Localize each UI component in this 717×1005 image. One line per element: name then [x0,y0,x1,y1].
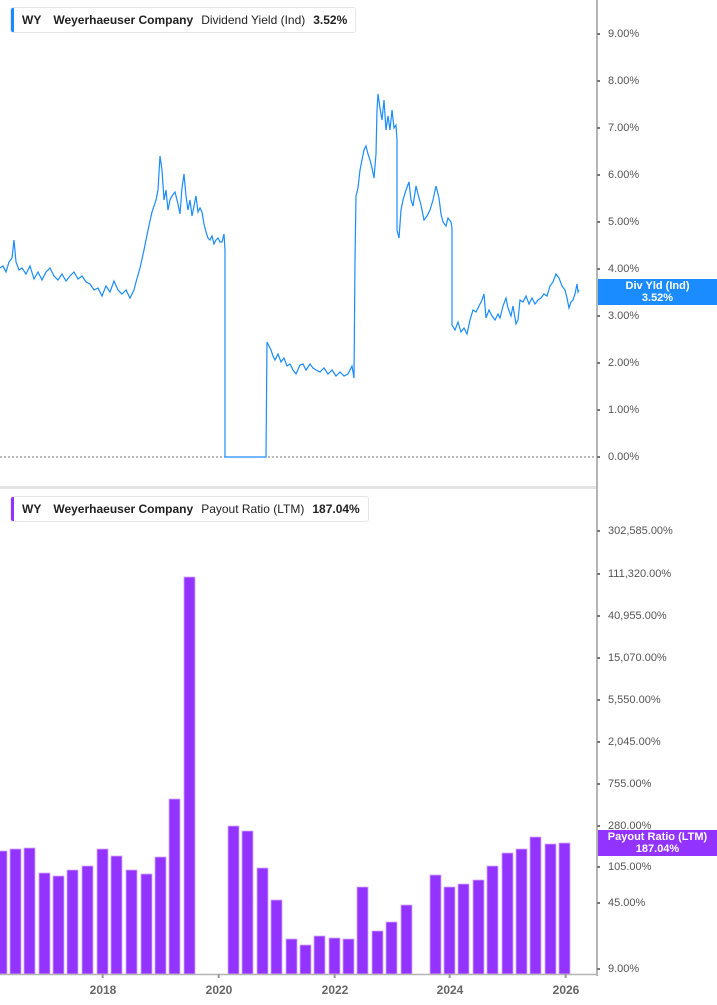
dividend-yield-value-flag: Div Yld (Ind) 3.52% [598,279,717,305]
y-tick: 105.00% [596,861,651,873]
y-tick: 8.00% [596,75,639,87]
company-label: Weyerhaeuser Company [53,502,194,516]
dividend-y-axis [596,0,598,488]
y-tick: 3.00% [596,310,639,322]
y-tick: 0.00% [596,451,639,463]
y-tick: 6.00% [596,169,639,181]
flag-value: 3.52% [641,292,674,304]
payout-ratio-bars [0,576,571,975]
y-tick: 5.00% [596,216,639,228]
y-tick: 45.00% [596,897,645,909]
flag-label: Payout Ratio (LTM) [607,831,708,843]
payout-ratio-value-flag: Payout Ratio (LTM) 187.04% [598,830,717,856]
dividend-yield-legend[interactable]: WY Weyerhaeuser Company Dividend Yield (… [10,7,357,33]
y-tick: 1.00% [596,404,639,416]
metric-label: Dividend Yield (Ind) [201,13,306,27]
panel-divider[interactable] [0,486,596,489]
ticker-label: WY [22,502,42,516]
y-tick: 5,550.00% [597,694,661,706]
ticker-label: WY [22,13,42,27]
y-tick: 111,320.00% [596,568,671,580]
y-tick: 40,955.00% [597,610,667,622]
y-tick: 302,585.00% [597,525,673,537]
flag-label: Div Yld (Ind) [625,280,690,292]
series-color-swatch [11,8,14,32]
y-tick: 2.00% [596,357,639,369]
metric-value: 187.04% [312,502,360,516]
y-tick: 9.00% [596,28,639,40]
company-label: Weyerhaeuser Company [53,13,194,27]
x-tick-2018: 2018 [89,974,117,997]
y-tick: 280.00% [596,820,651,832]
x-tick-2020: 2020 [205,974,233,997]
dividend-yield-panel: WY Weyerhaeuser Company Dividend Yield (… [0,0,717,488]
y-tick: 7.00% [596,122,639,134]
series-color-swatch [11,497,14,521]
x-tick-2026: 2026 [552,974,580,997]
y-tick: 2,045.00% [597,736,661,748]
y-tick: 15,070.00% [597,652,667,664]
dividend-yield-plot [0,93,596,458]
y-tick: 4.00% [596,263,639,275]
payout-ratio-legend[interactable]: WY Weyerhaeuser Company Payout Ratio (LT… [10,496,369,522]
payout-y-axis [596,488,598,976]
x-tick-2022: 2022 [321,974,349,997]
flag-value: 187.04% [635,843,680,855]
y-tick: 755.00% [596,778,651,790]
metric-label: Payout Ratio (LTM) [201,502,305,516]
y-tick: 9.00% [596,963,639,975]
x-tick-2024: 2024 [436,974,464,997]
dividend-yield-line [0,93,580,458]
metric-value: 3.52% [313,13,348,27]
